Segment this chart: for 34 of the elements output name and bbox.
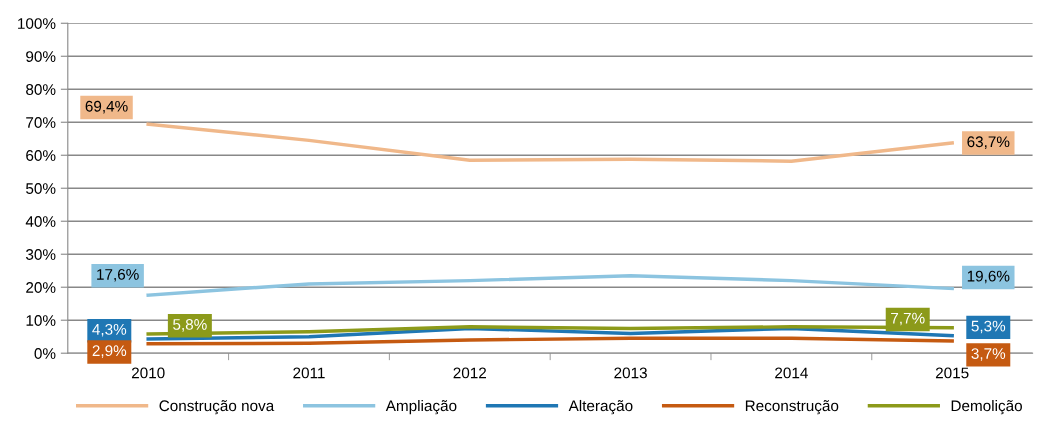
y-tick-label: 20% [26,282,56,293]
y-tick-label: 0% [34,348,56,359]
legend-label: Demolição [951,399,1022,415]
x-tick-label: 2011 [293,367,325,379]
data-label: 63,7% [967,136,1010,149]
data-label: 5,8% [173,319,207,332]
y-tick-label: 40% [25,216,56,227]
data-label: 3,7% [971,348,1006,361]
y-tick-label: 70% [26,117,56,128]
line-series [146,122,954,163]
data-label: 19,6% [967,270,1010,284]
data-label: 17,6% [97,268,139,282]
y-tick-label: 80% [26,84,56,95]
x-tick-label: 2015 [935,367,969,379]
legend-label: Alteração [568,399,633,415]
y-tick-label: 50% [26,183,56,194]
data-label: 69,4% [85,100,128,114]
x-tick-label: 2014 [775,367,808,379]
x-tick-label: 2012 [453,367,487,379]
data-label: 7,7% [891,312,925,326]
x-tick-label: 2013 [614,367,647,379]
y-tick-label: 30% [25,249,56,260]
data-label: 2,9% [92,345,127,358]
legend-label: Reconstrução [745,400,839,415]
x-tick-label: 2010 [131,367,165,379]
line-series [146,273,954,297]
legend-label: Construção nova [159,400,275,415]
y-tick-label: 90% [26,51,56,62]
data-label: 5,3% [971,320,1006,334]
y-tick-label: 60% [26,150,56,161]
legend-label: Ampliação [385,399,457,415]
y-tick-label: 100% [18,18,56,29]
y-tick-label: 10% [26,315,56,326]
data-label: 4,3% [92,323,127,337]
